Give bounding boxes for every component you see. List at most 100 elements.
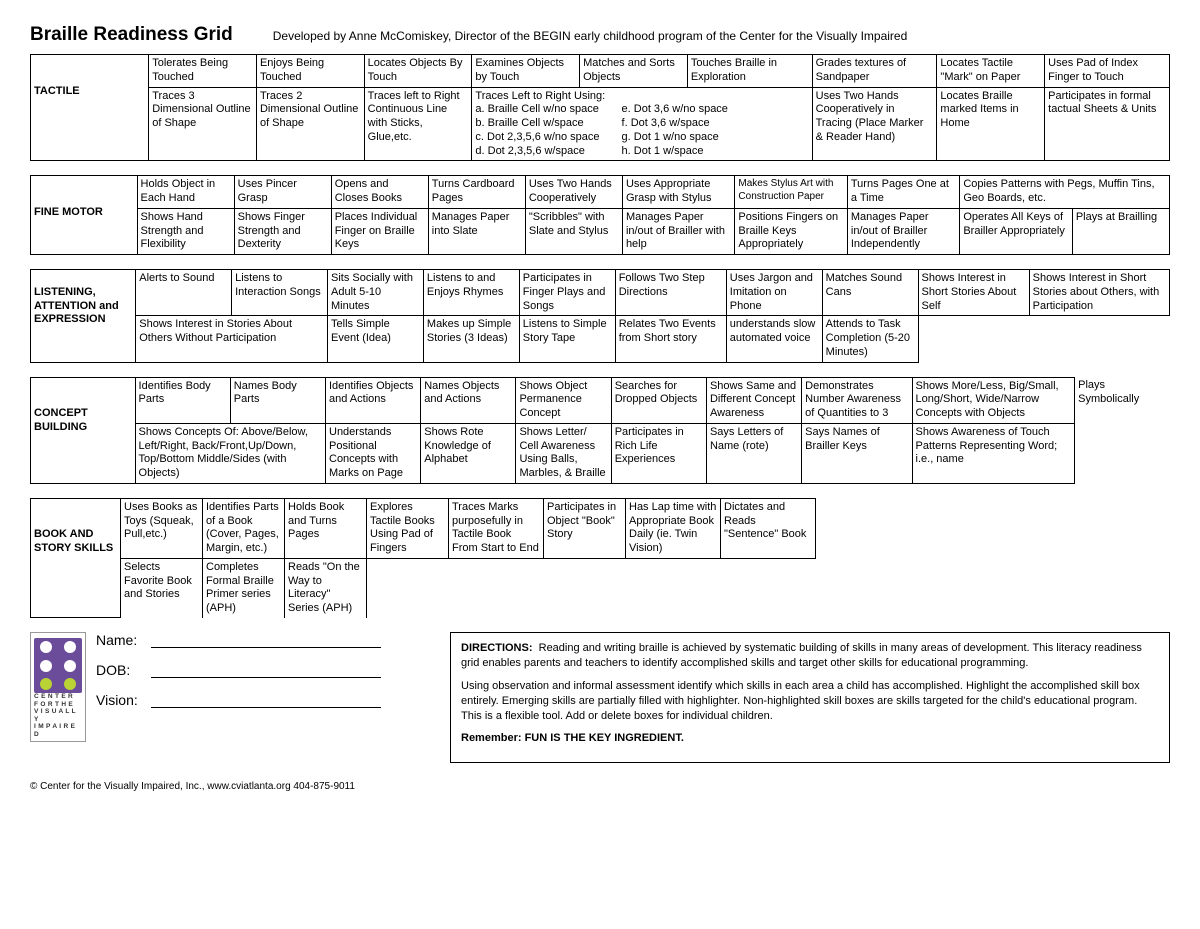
- cell: Reads "On the Way to Literacy" Series (A…: [285, 558, 367, 618]
- cell: Participates in formal tactual Sheets & …: [1045, 87, 1170, 161]
- cell: Participates in Rich Life Experiences: [611, 423, 706, 483]
- cell: Demonstrates Number Awareness of Quantit…: [802, 377, 912, 423]
- cell: Tolerates Being Touched: [149, 55, 257, 88]
- cell: Shows Letter/ Cell Awareness Using Balls…: [516, 423, 611, 483]
- page-title: Braille Readiness Grid: [30, 24, 233, 46]
- finemotor-grid: FINE MOTOR Holds Object in Each Hand Use…: [30, 175, 1170, 255]
- cell: Holds Object in Each Hand: [137, 176, 234, 209]
- braille-dots-icon: [34, 638, 82, 693]
- cell: Shows Object Permanence Concept: [516, 377, 611, 423]
- cell: Dictates and Reads "Sentence" Book: [721, 498, 816, 558]
- cell: Turns Cardboard Pages: [428, 176, 525, 209]
- directions-heading: DIRECTIONS:: [461, 642, 533, 654]
- cell: Attends to Task Completion (5-20 Minutes…: [822, 316, 918, 362]
- cell: Names Body Parts: [230, 377, 325, 423]
- cell: Copies Patterns with Pegs, Muffin Tins, …: [960, 176, 1170, 209]
- cell: Uses Jargon and Imitation on Phone: [726, 270, 822, 316]
- cell: Positions Fingers on Braille Keys Approp…: [735, 208, 847, 254]
- cell: Uses Two Hands Cooperatively in Tracing …: [812, 87, 937, 161]
- cvi-logo: C E N T E R F O R T H E V I S U A L L Y …: [30, 632, 86, 742]
- book-grid: BOOK AND STORY SKILLS Uses Books as Toys…: [30, 498, 816, 619]
- vision-input[interactable]: [151, 692, 381, 708]
- cell: Shows Interest in Stories About Others W…: [136, 316, 328, 362]
- cell: Sits Socially with Adult 5-10 Minutes: [328, 270, 424, 316]
- cell: Locates Tactile "Mark" on Paper: [937, 55, 1045, 88]
- cell: Manages Paper into Slate: [428, 208, 525, 254]
- directions-p3: Remember: FUN IS THE KEY INGREDIENT.: [461, 731, 1159, 746]
- cell: Shows Finger Strength and Dexterity: [234, 208, 331, 254]
- cell: Touches Braille in Exploration: [687, 55, 812, 88]
- cell: Says Names of Brailler Keys: [802, 423, 912, 483]
- cell: Tells Simple Event (Idea): [328, 316, 424, 362]
- cell: Shows Awareness of Touch Patterns Repres…: [912, 423, 1075, 483]
- cell: Shows Same and Different Concept Awarene…: [706, 377, 801, 423]
- directions-p2: Using observation and informal assessmen…: [461, 679, 1159, 724]
- listening-label: LISTENING, ATTENTION and EXPRESSION: [31, 270, 136, 363]
- cell: Shows Interest in Short Stories About Se…: [918, 270, 1029, 316]
- cell: Plays at Brailling: [1072, 208, 1169, 254]
- header: Braille Readiness Grid Developed by Anne…: [30, 24, 1170, 46]
- cell: Uses Pad of Index Finger to Touch: [1045, 55, 1170, 88]
- cell: Uses Two Hands Cooperatively: [525, 176, 622, 209]
- cell: Traces Marks purposefully in Tactile Boo…: [449, 498, 544, 558]
- cell: Traces left to Right Continuous Line wit…: [364, 87, 472, 161]
- name-input[interactable]: [151, 632, 381, 648]
- cell: Selects Favorite Book and Stories: [121, 558, 203, 618]
- page-subtitle: Developed by Anne McComiskey, Director o…: [273, 29, 908, 43]
- logo-text: C E N T E R F O R T H E V I S U A L L Y …: [34, 693, 82, 738]
- cell: Locates Braille marked Items in Home: [937, 87, 1045, 161]
- cell: Listens to and Enjoys Rhymes: [423, 270, 519, 316]
- book-label: BOOK AND STORY SKILLS: [31, 498, 121, 618]
- cell: Says Letters of Name (rote): [706, 423, 801, 483]
- cell: Participates in Finger Plays and Songs: [519, 270, 615, 316]
- cell: Plays Symbolically: [1075, 377, 1170, 423]
- cell: "Scribbles" with Slate and Stylus: [525, 208, 622, 254]
- bottom-section: C E N T E R F O R T H E V I S U A L L Y …: [30, 632, 1170, 763]
- cell: Shows More/Less, Big/Small, Long/Short, …: [912, 377, 1075, 423]
- cell: Matches and Sorts Objects: [580, 55, 688, 88]
- cell: Identifies Objects and Actions: [326, 377, 421, 423]
- cell: Locates Objects By Touch: [364, 55, 472, 88]
- cell: Understands Positional Concepts with Mar…: [326, 423, 421, 483]
- tactile-grid: TACTILE Tolerates Being Touched Enjoys B…: [30, 54, 1170, 161]
- dob-label: DOB:: [96, 662, 151, 678]
- cell: Uses Appropriate Grasp with Stylus: [622, 176, 734, 209]
- cell: Follows Two Step Directions: [615, 270, 726, 316]
- cell: Searches for Dropped Objects: [611, 377, 706, 423]
- directions-box: DIRECTIONS: Reading and writing braille …: [450, 632, 1170, 763]
- dob-input[interactable]: [151, 662, 381, 678]
- cell: Listens to Interaction Songs: [232, 270, 328, 316]
- cell: Makes Stylus Art with Construction Paper: [735, 176, 847, 209]
- cell: Traces 2 Dimensional Outline of Shape: [256, 87, 364, 161]
- finemotor-label: FINE MOTOR: [31, 176, 138, 255]
- cell: Identifies Parts of a Book (Cover, Pages…: [203, 498, 285, 558]
- cell: Listens to Simple Story Tape: [519, 316, 615, 362]
- concept-label: CONCEPT BUILDING: [31, 377, 136, 483]
- cell: Shows Concepts Of: Above/Below, Left/Rig…: [135, 423, 325, 483]
- cell: Has Lap time with Appropriate Book Daily…: [626, 498, 721, 558]
- vision-label: Vision:: [96, 692, 151, 708]
- tactile-label: TACTILE: [31, 55, 149, 161]
- cell: understands slow automated voice: [726, 316, 822, 362]
- concept-grid: CONCEPT BUILDING Identifies Body Parts N…: [30, 377, 1170, 484]
- traces-merged-cell: Traces Left to Right Using: a. Braille C…: [472, 87, 812, 161]
- cell: Names Objects and Actions: [421, 377, 516, 423]
- cell: Places Individual Finger on Braille Keys: [331, 208, 428, 254]
- cell: Shows Rote Knowledge of Alphabet: [421, 423, 516, 483]
- cell: Manages Paper in/out of Brailler Indepen…: [847, 208, 959, 254]
- cell: Turns Pages One at a Time: [847, 176, 959, 209]
- cell: Shows Hand Strength and Flexibility: [137, 208, 234, 254]
- cell: Manages Paper in/out of Brailler with he…: [622, 208, 734, 254]
- copyright: © Center for the Visually Impaired, Inc.…: [30, 781, 1170, 792]
- cell: Relates Two Events from Short story: [615, 316, 726, 362]
- cell: Alerts to Sound: [136, 270, 232, 316]
- cell: Matches Sound Cans: [822, 270, 918, 316]
- cell: Opens and Closes Books: [331, 176, 428, 209]
- listening-grid: LISTENING, ATTENTION and EXPRESSION Aler…: [30, 269, 1170, 363]
- cell: Examines Objects by Touch: [472, 55, 580, 88]
- cell: Uses Pincer Grasp: [234, 176, 331, 209]
- cell: Shows Interest in Short Stories about Ot…: [1029, 270, 1169, 316]
- cell: Identifies Body Parts: [135, 377, 230, 423]
- cell: Completes Formal Braille Primer series (…: [203, 558, 285, 618]
- cell: Participates in Object "Book" Story: [544, 498, 626, 558]
